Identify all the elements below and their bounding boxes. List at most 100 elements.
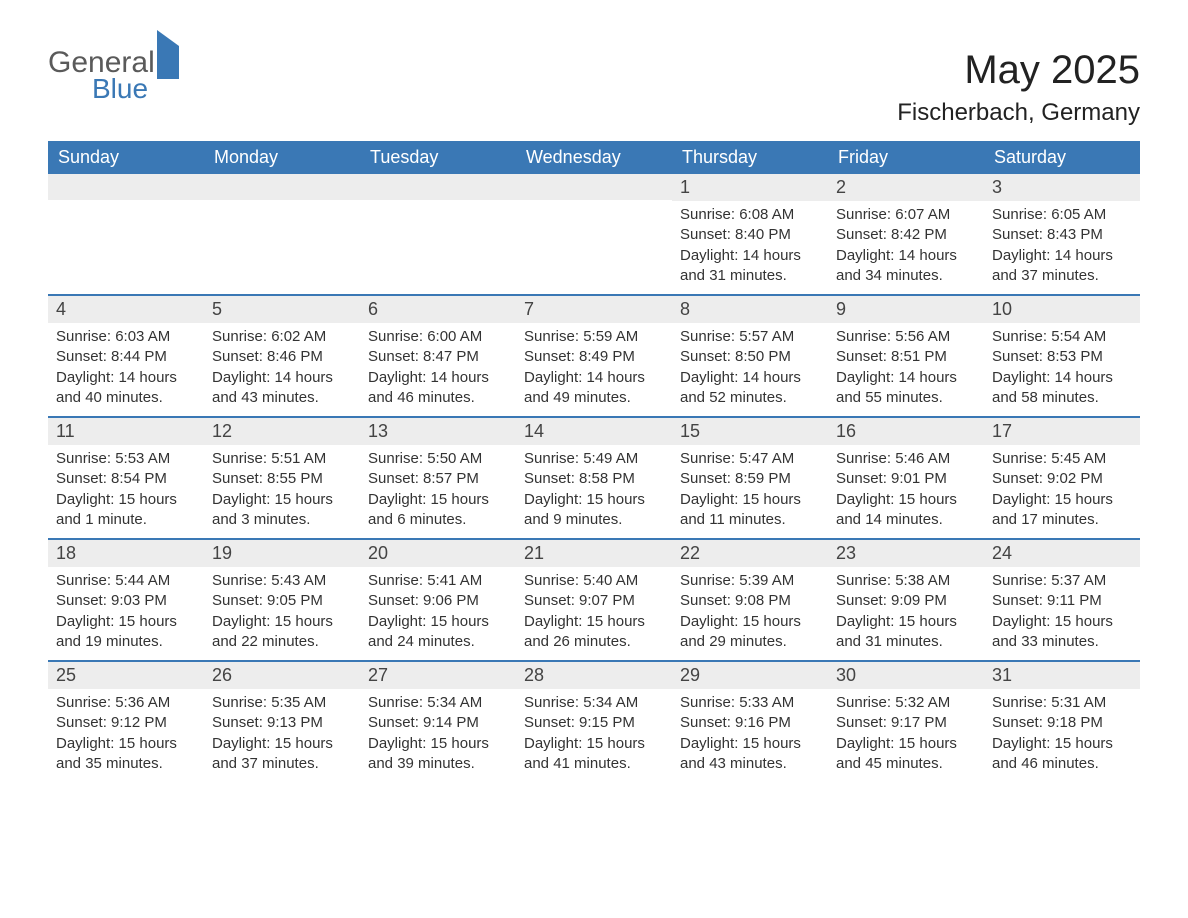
sunset-line: Sunset: 8:42 PM (836, 225, 976, 245)
weekday-friday: Friday (828, 141, 984, 174)
day-body: Sunrise: 5:50 AMSunset: 8:57 PMDaylight:… (360, 445, 516, 538)
sunrise-line: Sunrise: 6:07 AM (836, 205, 976, 225)
weekday-header-row: Sunday Monday Tuesday Wednesday Thursday… (48, 141, 1140, 174)
month-title: May 2025 (897, 48, 1140, 93)
day-cell: 4Sunrise: 6:03 AMSunset: 8:44 PMDaylight… (48, 296, 204, 416)
day-body: Sunrise: 5:54 AMSunset: 8:53 PMDaylight:… (984, 323, 1140, 416)
day-body (204, 200, 360, 280)
daylight-line-2: and 45 minutes. (836, 754, 976, 774)
sunset-line: Sunset: 8:57 PM (368, 469, 508, 489)
day-cell: 13Sunrise: 5:50 AMSunset: 8:57 PMDayligh… (360, 418, 516, 538)
sunrise-line: Sunrise: 5:49 AM (524, 449, 664, 469)
sunset-line: Sunset: 9:16 PM (680, 713, 820, 733)
day-cell: 6Sunrise: 6:00 AMSunset: 8:47 PMDaylight… (360, 296, 516, 416)
day-cell: 5Sunrise: 6:02 AMSunset: 8:46 PMDaylight… (204, 296, 360, 416)
day-body: Sunrise: 5:34 AMSunset: 9:14 PMDaylight:… (360, 689, 516, 782)
daylight-line-2: and 31 minutes. (836, 632, 976, 652)
day-body: Sunrise: 6:00 AMSunset: 8:47 PMDaylight:… (360, 323, 516, 416)
day-cell: 14Sunrise: 5:49 AMSunset: 8:58 PMDayligh… (516, 418, 672, 538)
day-cell: 12Sunrise: 5:51 AMSunset: 8:55 PMDayligh… (204, 418, 360, 538)
day-cell: 24Sunrise: 5:37 AMSunset: 9:11 PMDayligh… (984, 540, 1140, 660)
day-body (360, 200, 516, 280)
daylight-line-2: and 17 minutes. (992, 510, 1132, 530)
sunrise-line: Sunrise: 5:44 AM (56, 571, 196, 591)
daylight-line-2: and 43 minutes. (680, 754, 820, 774)
day-number: 29 (672, 662, 828, 689)
day-body: Sunrise: 5:51 AMSunset: 8:55 PMDaylight:… (204, 445, 360, 538)
sunrise-line: Sunrise: 5:45 AM (992, 449, 1132, 469)
sunset-line: Sunset: 9:02 PM (992, 469, 1132, 489)
day-number: 10 (984, 296, 1140, 323)
sunset-line: Sunset: 8:47 PM (368, 347, 508, 367)
logo-word-2: Blue (92, 73, 148, 104)
sunset-line: Sunset: 9:18 PM (992, 713, 1132, 733)
daylight-line-1: Daylight: 14 hours (212, 368, 352, 388)
day-body: Sunrise: 5:32 AMSunset: 9:17 PMDaylight:… (828, 689, 984, 782)
sunset-line: Sunset: 9:01 PM (836, 469, 976, 489)
day-body: Sunrise: 5:43 AMSunset: 9:05 PMDaylight:… (204, 567, 360, 660)
sunrise-line: Sunrise: 5:36 AM (56, 693, 196, 713)
sunrise-line: Sunrise: 5:59 AM (524, 327, 664, 347)
day-cell (360, 174, 516, 294)
day-body: Sunrise: 5:56 AMSunset: 8:51 PMDaylight:… (828, 323, 984, 416)
calendar-week: 18Sunrise: 5:44 AMSunset: 9:03 PMDayligh… (48, 538, 1140, 660)
daylight-line-1: Daylight: 14 hours (836, 368, 976, 388)
day-body: Sunrise: 5:37 AMSunset: 9:11 PMDaylight:… (984, 567, 1140, 660)
daylight-line-2: and 24 minutes. (368, 632, 508, 652)
day-number: 5 (204, 296, 360, 323)
sunset-line: Sunset: 9:11 PM (992, 591, 1132, 611)
day-number: 2 (828, 174, 984, 201)
sunset-line: Sunset: 8:53 PM (992, 347, 1132, 367)
weekday-sunday: Sunday (48, 141, 204, 174)
day-body: Sunrise: 5:34 AMSunset: 9:15 PMDaylight:… (516, 689, 672, 782)
day-cell: 23Sunrise: 5:38 AMSunset: 9:09 PMDayligh… (828, 540, 984, 660)
daylight-line-2: and 26 minutes. (524, 632, 664, 652)
weekday-saturday: Saturday (984, 141, 1140, 174)
sunrise-line: Sunrise: 5:53 AM (56, 449, 196, 469)
day-number: 16 (828, 418, 984, 445)
day-number: 23 (828, 540, 984, 567)
day-body: Sunrise: 5:49 AMSunset: 8:58 PMDaylight:… (516, 445, 672, 538)
day-number: 28 (516, 662, 672, 689)
day-body: Sunrise: 6:03 AMSunset: 8:44 PMDaylight:… (48, 323, 204, 416)
day-body: Sunrise: 5:40 AMSunset: 9:07 PMDaylight:… (516, 567, 672, 660)
calendar-week: 25Sunrise: 5:36 AMSunset: 9:12 PMDayligh… (48, 660, 1140, 782)
daylight-line-2: and 33 minutes. (992, 632, 1132, 652)
sunset-line: Sunset: 8:50 PM (680, 347, 820, 367)
daylight-line-1: Daylight: 15 hours (368, 734, 508, 754)
sunset-line: Sunset: 9:05 PM (212, 591, 352, 611)
day-cell (516, 174, 672, 294)
daylight-line-1: Daylight: 15 hours (56, 490, 196, 510)
daylight-line-2: and 6 minutes. (368, 510, 508, 530)
sunrise-line: Sunrise: 5:37 AM (992, 571, 1132, 591)
daylight-line-1: Daylight: 15 hours (368, 490, 508, 510)
daylight-line-1: Daylight: 15 hours (680, 734, 820, 754)
daylight-line-2: and 9 minutes. (524, 510, 664, 530)
day-body: Sunrise: 5:46 AMSunset: 9:01 PMDaylight:… (828, 445, 984, 538)
day-body (516, 200, 672, 280)
daylight-line-2: and 43 minutes. (212, 388, 352, 408)
daylight-line-2: and 49 minutes. (524, 388, 664, 408)
sunset-line: Sunset: 9:17 PM (836, 713, 976, 733)
day-cell: 19Sunrise: 5:43 AMSunset: 9:05 PMDayligh… (204, 540, 360, 660)
weeks-container: 1Sunrise: 6:08 AMSunset: 8:40 PMDaylight… (48, 174, 1140, 782)
day-cell: 25Sunrise: 5:36 AMSunset: 9:12 PMDayligh… (48, 662, 204, 782)
day-number: 30 (828, 662, 984, 689)
daylight-line-1: Daylight: 15 hours (524, 734, 664, 754)
day-body: Sunrise: 5:38 AMSunset: 9:09 PMDaylight:… (828, 567, 984, 660)
day-cell: 7Sunrise: 5:59 AMSunset: 8:49 PMDaylight… (516, 296, 672, 416)
sunset-line: Sunset: 8:40 PM (680, 225, 820, 245)
sunrise-line: Sunrise: 5:46 AM (836, 449, 976, 469)
calendar-week: 11Sunrise: 5:53 AMSunset: 8:54 PMDayligh… (48, 416, 1140, 538)
calendar-week: 1Sunrise: 6:08 AMSunset: 8:40 PMDaylight… (48, 174, 1140, 294)
day-cell: 20Sunrise: 5:41 AMSunset: 9:06 PMDayligh… (360, 540, 516, 660)
day-number (516, 174, 672, 200)
day-cell: 3Sunrise: 6:05 AMSunset: 8:43 PMDaylight… (984, 174, 1140, 294)
day-body: Sunrise: 5:39 AMSunset: 9:08 PMDaylight:… (672, 567, 828, 660)
logo: General Blue (48, 48, 179, 108)
day-number: 31 (984, 662, 1140, 689)
sunrise-line: Sunrise: 5:54 AM (992, 327, 1132, 347)
sunset-line: Sunset: 8:43 PM (992, 225, 1132, 245)
day-cell: 10Sunrise: 5:54 AMSunset: 8:53 PMDayligh… (984, 296, 1140, 416)
sunset-line: Sunset: 8:46 PM (212, 347, 352, 367)
